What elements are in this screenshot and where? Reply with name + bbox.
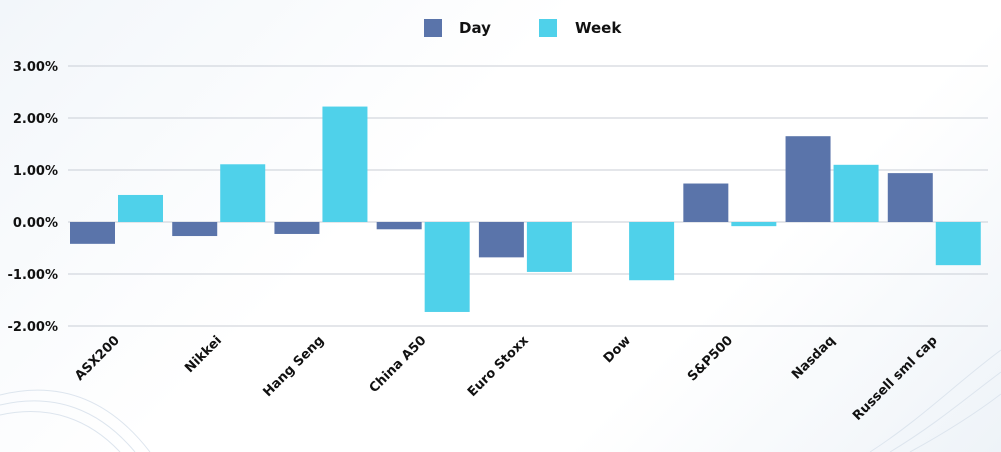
- bar-day-7: [785, 136, 831, 222]
- y-tick-label: 0.00%: [13, 216, 58, 231]
- x-tick-label: Euro Stoxx: [465, 333, 532, 400]
- y-tick-label: -2.00%: [8, 320, 59, 335]
- bar-week-4: [526, 222, 572, 272]
- x-tick-label: Nikkei: [182, 333, 225, 376]
- bar-week-2: [322, 106, 368, 222]
- legend-label-week: Week: [575, 19, 622, 37]
- bar-week-3: [424, 222, 470, 312]
- bar-week-6: [731, 222, 777, 227]
- bar-day-2: [274, 222, 320, 234]
- x-axis: ASX200 Nikkei Hang Seng China A50 Euro Stoxx…: [72, 333, 940, 424]
- x-tick-label: China A50: [367, 333, 430, 396]
- y-tick-label: 2.00%: [13, 112, 58, 127]
- legend-swatch-day: [424, 19, 442, 37]
- x-tick-label: ASX200: [72, 333, 123, 384]
- bar-week-8: [935, 222, 981, 266]
- bar-day-6: [683, 183, 729, 222]
- bar-day-3: [376, 222, 422, 230]
- bar-week-7: [833, 164, 879, 222]
- bar-day-4: [478, 222, 524, 258]
- x-tick-label: S&P500: [685, 333, 736, 384]
- bar-week-0: [118, 194, 163, 222]
- bar-week-5: [629, 222, 675, 281]
- y-tick-label: 3.00%: [13, 60, 58, 75]
- bar-week-1: [220, 164, 266, 222]
- bar-day-0: [70, 222, 115, 244]
- bar-day-8: [887, 173, 933, 222]
- x-tick-label: Hang Seng: [260, 333, 327, 400]
- legend: Day Week: [424, 19, 622, 37]
- bar-day-1: [172, 222, 218, 237]
- bars: [70, 106, 981, 312]
- x-tick-label: Dow: [601, 333, 634, 366]
- background-decoration: [0, 349, 1001, 452]
- y-axis: 3.00% 2.00% 1.00% 0.00% -1.00% -2.00%: [8, 60, 59, 335]
- y-tick-label: -1.00%: [8, 268, 59, 283]
- legend-label-day: Day: [459, 19, 491, 37]
- x-tick-label: Nasdaq: [789, 333, 838, 382]
- y-tick-label: 1.00%: [13, 164, 58, 179]
- legend-swatch-week: [539, 19, 557, 37]
